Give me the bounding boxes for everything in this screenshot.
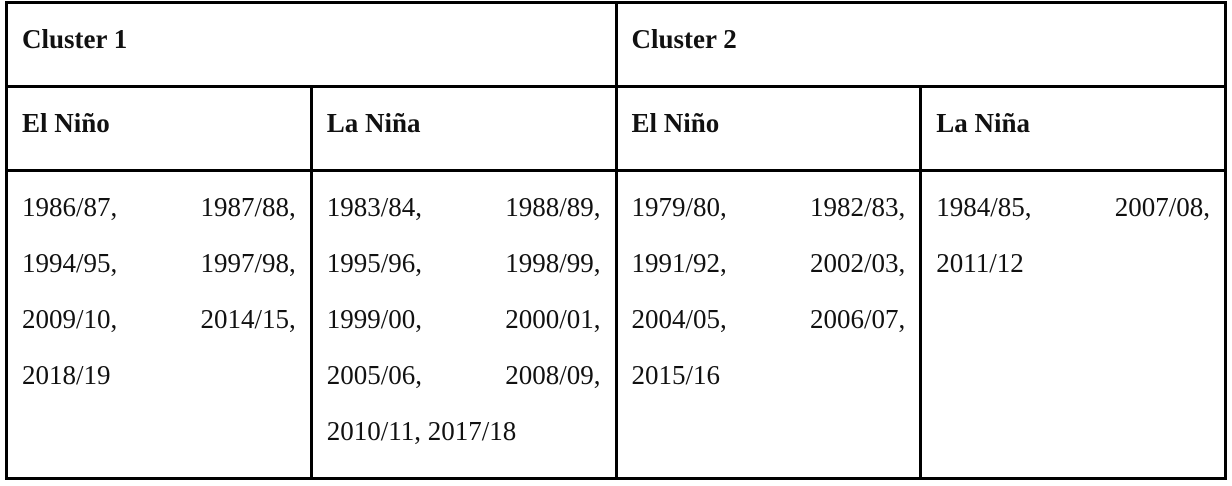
subheader-row: El Niño La Niña El Niño La Niña xyxy=(5,85,1227,172)
data-cell: 1984/85, 2007/08, 2011/12 xyxy=(919,169,1227,480)
data-cell: 1983/84, 1988/89, 1995/96, 1998/99, 1999… xyxy=(309,169,618,480)
data-cell: 1979/80, 1982/83, 1991/92, 2002/03, 2004… xyxy=(614,169,923,480)
subheader-cell: El Niño xyxy=(5,85,313,172)
cluster-table: Cluster 1 Cluster 2 El Niño La Niña El N… xyxy=(5,1,1227,480)
subheader-cell: El Niño xyxy=(614,85,923,172)
data-row: 1986/87, 1987/88, 1994/95, 1997/98, 2009… xyxy=(5,169,1227,480)
subheader-cell: La Niña xyxy=(919,85,1227,172)
subheader-cell: La Niña xyxy=(309,85,618,172)
header-row: Cluster 1 Cluster 2 xyxy=(5,1,1227,88)
header-cell: Cluster 2 xyxy=(614,1,1227,88)
header-cell: Cluster 1 xyxy=(5,1,618,88)
data-cell: 1986/87, 1987/88, 1994/95, 1997/98, 2009… xyxy=(5,169,313,480)
